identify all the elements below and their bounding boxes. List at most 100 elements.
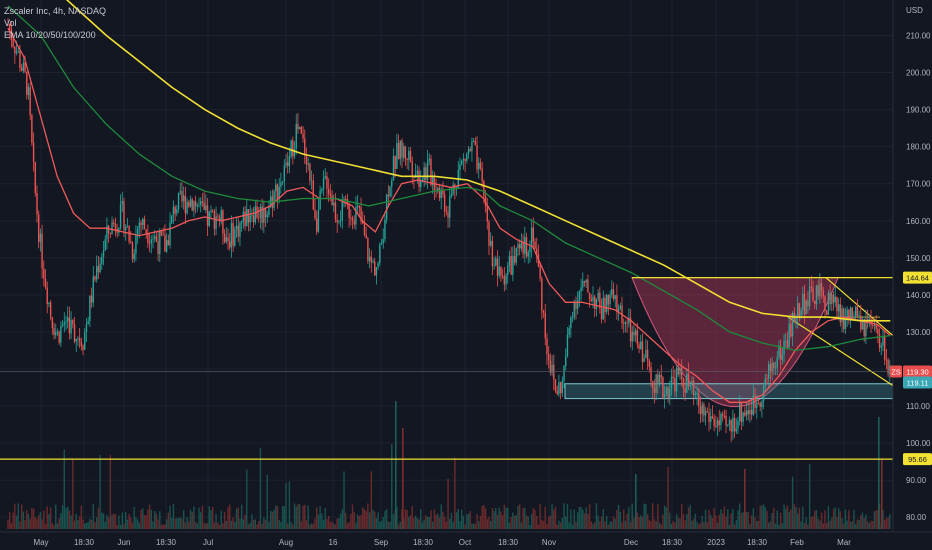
resistance-price-badge <box>903 271 932 284</box>
volume-label[interactable]: Vol <box>4 18 17 28</box>
volume-bar <box>481 505 483 529</box>
volume-bar <box>251 514 253 529</box>
volume-bar <box>515 515 517 529</box>
candle-body <box>810 286 813 288</box>
volume-bar <box>85 522 88 529</box>
candle-body <box>38 214 40 242</box>
candle-body <box>426 160 429 180</box>
candle-body <box>172 206 175 216</box>
volume-bar <box>641 516 644 529</box>
candle-body <box>147 233 149 244</box>
symbol-title[interactable]: Zscaler Inc, 4h, NASDAQ <box>4 6 107 16</box>
candle-body <box>493 265 495 266</box>
candle-body <box>766 378 768 380</box>
candle-body <box>189 199 192 207</box>
candle-body <box>348 203 350 218</box>
candle-body <box>875 325 877 330</box>
candle-body <box>97 266 100 273</box>
candle-body <box>778 345 780 358</box>
volume-bar <box>285 483 287 529</box>
volume-bar <box>39 512 42 529</box>
volume-bar <box>727 509 729 529</box>
secondary-price-badge <box>903 376 932 389</box>
candle-body <box>55 331 57 336</box>
candle-body <box>114 224 117 230</box>
candle-body <box>580 287 582 292</box>
volume-bar <box>652 503 654 529</box>
candle-body <box>135 235 137 254</box>
candle-body <box>84 332 86 350</box>
volume-bar <box>568 522 570 529</box>
candle-body <box>575 302 577 309</box>
candle-body <box>336 219 338 223</box>
candle-body <box>82 346 84 350</box>
candle-body <box>27 87 30 95</box>
volume-bar <box>534 509 536 529</box>
volume-bar <box>566 503 569 529</box>
candle-body <box>570 317 572 328</box>
candle-body <box>382 239 384 244</box>
volume-bar <box>399 521 401 529</box>
candle-body <box>868 318 871 322</box>
volume-bar <box>140 509 142 529</box>
candle-body <box>358 205 361 208</box>
candle-body <box>384 219 386 240</box>
time-axis[interactable]: May 18:30 Jun 18:30 Jul Aug 16 Sep 18:30 Oct 18:30… <box>0 531 932 547</box>
volume-bar <box>831 517 833 529</box>
candle-body <box>660 374 662 378</box>
volume-bar <box>575 521 577 529</box>
volume-bar <box>865 514 867 529</box>
candle-body <box>95 266 98 280</box>
candle-body <box>522 242 524 254</box>
candle-body <box>345 198 347 200</box>
volume-bar <box>351 504 354 529</box>
volume-bar <box>602 509 604 529</box>
candle-body <box>409 151 412 162</box>
volume-bar <box>44 524 47 529</box>
volume-bar <box>858 520 860 529</box>
volume-bar <box>462 515 465 529</box>
candle-body <box>785 340 787 342</box>
candle-body <box>781 354 784 360</box>
volume-bar <box>411 506 413 529</box>
candle-body <box>176 209 178 214</box>
candle-body <box>351 217 354 221</box>
volume-bar <box>164 524 166 529</box>
volume-bar <box>599 521 601 529</box>
candle-body <box>837 304 840 312</box>
volume-bar <box>389 521 391 529</box>
volume-bar <box>798 507 801 529</box>
candle-body <box>438 187 441 199</box>
volume-bar <box>611 521 613 529</box>
candle-body <box>733 417 736 432</box>
volume-bar <box>249 522 251 529</box>
candle-body <box>334 202 337 220</box>
candle-body <box>7 24 9 26</box>
volume-bar <box>43 510 45 529</box>
candle-body <box>333 202 335 206</box>
volume-bar <box>614 518 616 529</box>
volume-bar <box>600 516 603 529</box>
candle-body <box>829 292 831 305</box>
candle-body <box>264 208 267 218</box>
candle-body <box>258 217 260 219</box>
candle-body <box>225 237 228 243</box>
candle-body <box>599 292 601 309</box>
volume-bar <box>725 516 727 529</box>
volume-bar <box>663 505 666 529</box>
volume-bar <box>292 524 294 529</box>
volume-bar <box>162 524 164 529</box>
price-tick-label: 100.00 <box>906 439 931 448</box>
volume-bar <box>817 518 819 529</box>
volume-bar <box>650 521 652 529</box>
volume-bar <box>832 508 835 529</box>
volume-bar <box>861 512 864 529</box>
candle-body <box>281 181 284 183</box>
candle-body <box>517 244 519 248</box>
volume-bar <box>873 511 876 529</box>
volume-bar <box>573 509 575 529</box>
candle-body <box>588 292 591 300</box>
candle-body <box>305 155 308 165</box>
ema-label[interactable]: EMA 10/20/50/100/200 <box>4 30 96 40</box>
